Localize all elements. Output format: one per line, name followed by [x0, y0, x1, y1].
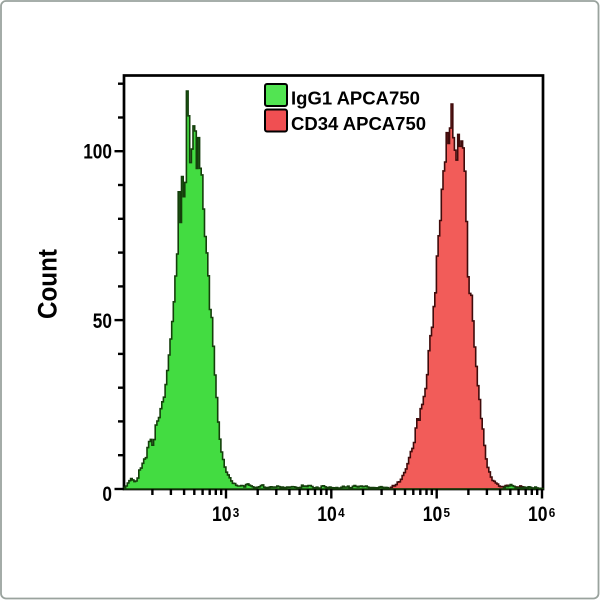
- svg-text:10: 10: [212, 503, 232, 526]
- svg-text:CD34 APCA750: CD34 APCA750: [291, 113, 426, 134]
- svg-text:100: 100: [83, 141, 112, 164]
- svg-text:10: 10: [423, 503, 443, 526]
- svg-text:4: 4: [338, 506, 345, 520]
- svg-text:0: 0: [102, 483, 112, 506]
- svg-text:50: 50: [93, 310, 112, 333]
- svg-text:6: 6: [549, 506, 556, 520]
- svg-text:Count: Count: [33, 249, 63, 319]
- svg-text:3: 3: [233, 506, 240, 520]
- svg-text:IgG1 APCA750: IgG1 APCA750: [291, 88, 420, 109]
- svg-text:5: 5: [444, 506, 451, 520]
- svg-text:10: 10: [317, 503, 337, 526]
- svg-text:10: 10: [528, 503, 548, 526]
